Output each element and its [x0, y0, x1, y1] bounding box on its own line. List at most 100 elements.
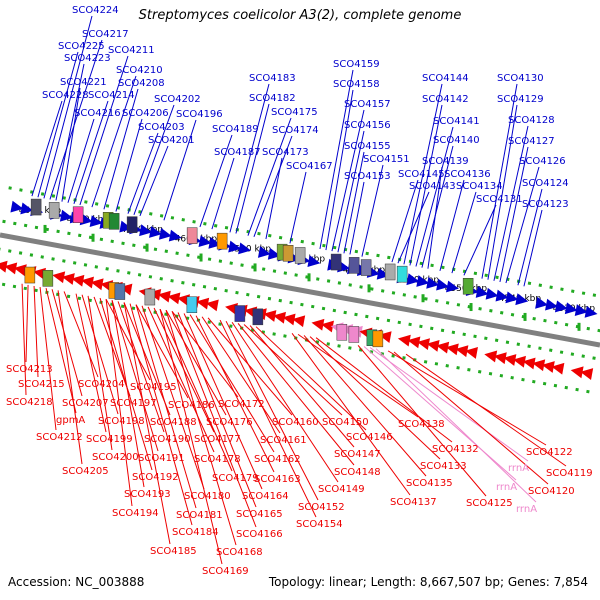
gene-label: SCO4147	[334, 449, 381, 460]
gene-label: SCO4153	[344, 171, 391, 182]
gene-label: SCO4212	[36, 432, 83, 443]
gene-label: SCO4164	[242, 491, 289, 502]
gene-label: SCO4178	[194, 454, 241, 465]
label-leader-line	[393, 351, 549, 485]
gene-label: SCO4127	[508, 136, 555, 147]
label-leader-line	[427, 166, 443, 269]
label-leader-line	[249, 325, 355, 448]
backbone-line	[0, 232, 600, 348]
bottom-gene-arrow	[52, 271, 66, 284]
label-leader-line	[189, 314, 275, 453]
gene-label: SCO4225	[58, 41, 105, 52]
gene-label: SCO4167	[286, 161, 333, 172]
bottom-gene-arrow	[580, 368, 594, 380]
page-title: Streptomyces coelicolor A3(2), complete …	[138, 8, 462, 23]
gene-label: SCO4165	[236, 509, 283, 520]
bottom-gene-arrow	[292, 315, 306, 328]
gene-label: SCO4205	[62, 466, 109, 477]
gene-label: SCO4132	[432, 444, 479, 455]
gene-label: SCO4120	[528, 486, 575, 497]
label-leader-line	[79, 55, 129, 206]
gene-label: SCO4140	[433, 135, 480, 146]
top-gene-arrow	[515, 293, 529, 306]
label-leader-line	[123, 302, 171, 416]
top-gene-arrow	[139, 224, 153, 237]
bottom-gene-arrow	[503, 354, 517, 366]
top-gene-block	[186, 227, 198, 244]
bottom-gene-arrow	[205, 299, 219, 312]
gene-label: SCO4119	[546, 468, 593, 479]
label-leader-line	[123, 302, 171, 545]
gene-label: SCO4184	[172, 527, 219, 538]
gene-label: SCO4130	[497, 73, 544, 84]
label-leader-line	[165, 309, 227, 416]
gene-label: SCO4201	[148, 135, 195, 146]
kbp-tick-mark	[307, 273, 311, 282]
top-gene-arrow	[20, 202, 34, 215]
label-leader-line	[201, 316, 281, 434]
label-leader-line	[331, 109, 365, 252]
kbp-tick-mark	[523, 312, 527, 321]
label-leader-line	[195, 315, 275, 473]
bottom-gene-arrow	[407, 336, 421, 349]
label-leader-line	[415, 126, 454, 267]
gene-label: SCO4188	[150, 417, 197, 428]
top-gene-arrow	[89, 215, 103, 228]
top-gene-arrow	[168, 229, 182, 242]
label-leader-line	[207, 317, 293, 416]
gene-label: SCO4160	[272, 417, 319, 428]
label-leader-line	[163, 119, 197, 221]
gene-label: SCO4199	[86, 434, 133, 445]
label-leader-line	[363, 346, 517, 481]
gene-label: SCO4187	[214, 147, 261, 158]
chromosome-backbone	[0, 232, 600, 348]
top-gene-arrow	[406, 273, 420, 286]
gene-label: SCO4179	[212, 473, 259, 484]
gene-label: SCO4185	[150, 546, 197, 557]
label-leader-line	[265, 157, 283, 240]
kbp-tick-label: 4590 kbp	[229, 245, 272, 255]
gene-label: SCO4216	[74, 108, 121, 119]
top-gene-arrow	[426, 276, 440, 289]
gene-label: SCO4206	[122, 108, 169, 119]
gene-label: SCO4221	[60, 77, 107, 88]
bottom-gene-arrow	[417, 338, 430, 351]
gene-label: SCO4174	[272, 125, 319, 136]
bottom-gene-arrow	[282, 313, 296, 326]
bottom-gene-arrow	[196, 297, 210, 310]
gene-label: SCO4129	[497, 94, 544, 105]
top-gene-arrow	[446, 280, 459, 293]
bottom-gene-arrow	[13, 264, 27, 277]
gene-label: SCO4150	[322, 417, 369, 428]
top-gene-block	[282, 245, 294, 262]
label-leader-line	[55, 63, 85, 201]
label-leader-line	[67, 118, 95, 203]
gene-label: SCO4197	[110, 398, 157, 409]
bottom-gene-arrow	[541, 361, 555, 373]
label-leader-line	[391, 179, 419, 263]
gene-label: SCO4200	[92, 452, 139, 463]
top-gene-arrow	[149, 226, 162, 238]
gene-label: SCO4126	[519, 156, 566, 167]
top-gene-arrow	[554, 300, 568, 313]
top-gene-arrow	[485, 287, 499, 300]
gene-label: SCO4138	[398, 419, 445, 430]
label-leader-line	[21, 283, 27, 396]
bottom-gene-labels: SCO4213 SCO4215 SCO4204 SCO4195 SCO4218 SCO42…	[6, 364, 593, 577]
label-leader-line	[243, 324, 343, 416]
top-gene-arrow	[436, 278, 450, 291]
label-leader-line	[255, 326, 367, 431]
track-border-3	[0, 282, 592, 394]
label-leader-line	[315, 337, 453, 443]
top-gene-block	[294, 247, 306, 264]
label-leader-line	[337, 130, 365, 253]
gene-label: SCO4161	[260, 435, 307, 446]
label-leader-line	[487, 104, 518, 280]
top-gene-arrow	[416, 275, 430, 287]
top-gene-block	[396, 265, 408, 283]
top-gene-arrow	[198, 235, 212, 247]
top-gene-arrow	[564, 302, 578, 315]
top-gene-block	[360, 259, 372, 276]
gene-label: SCO4131	[476, 194, 523, 205]
label-leader-line	[481, 83, 518, 279]
